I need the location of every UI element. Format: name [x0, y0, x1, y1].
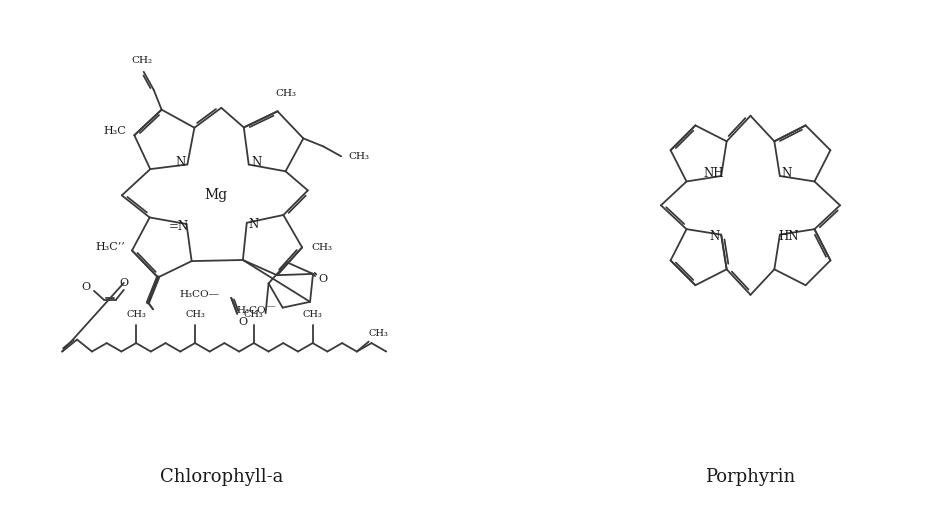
Text: Porphyrin: Porphyrin — [705, 468, 796, 486]
Text: CH₃: CH₃ — [348, 152, 370, 161]
Text: H₃C: H₃C — [103, 126, 126, 136]
Text: N: N — [251, 156, 262, 169]
Text: =N: =N — [168, 220, 189, 232]
Text: CH₃: CH₃ — [126, 310, 146, 319]
Text: HN: HN — [779, 230, 799, 243]
Text: Mg: Mg — [205, 188, 228, 202]
Text: CH₃: CH₃ — [185, 310, 205, 319]
Text: ―: ― — [267, 302, 276, 310]
Text: O: O — [318, 274, 328, 284]
Text: CH₃: CH₃ — [369, 329, 389, 338]
Text: CH₃: CH₃ — [244, 310, 263, 319]
Text: CH₃: CH₃ — [303, 310, 322, 319]
Text: O: O — [81, 282, 91, 292]
Text: NH: NH — [703, 167, 724, 181]
Text: H₃CO: H₃CO — [237, 306, 266, 315]
Text: O: O — [238, 317, 248, 327]
Text: Chlorophyll-a: Chlorophyll-a — [160, 468, 283, 486]
Text: N: N — [709, 230, 719, 243]
Text: N: N — [248, 218, 259, 231]
Text: H₃CO—: H₃CO— — [179, 290, 219, 299]
Text: CH₂: CH₂ — [131, 56, 152, 65]
Text: H₃C’’: H₃C’’ — [95, 242, 125, 252]
Text: CH₃: CH₃ — [312, 243, 333, 252]
Text: N: N — [782, 167, 792, 181]
Text: CH₃: CH₃ — [275, 89, 296, 98]
Text: O: O — [120, 278, 128, 288]
Text: N: N — [176, 156, 186, 169]
